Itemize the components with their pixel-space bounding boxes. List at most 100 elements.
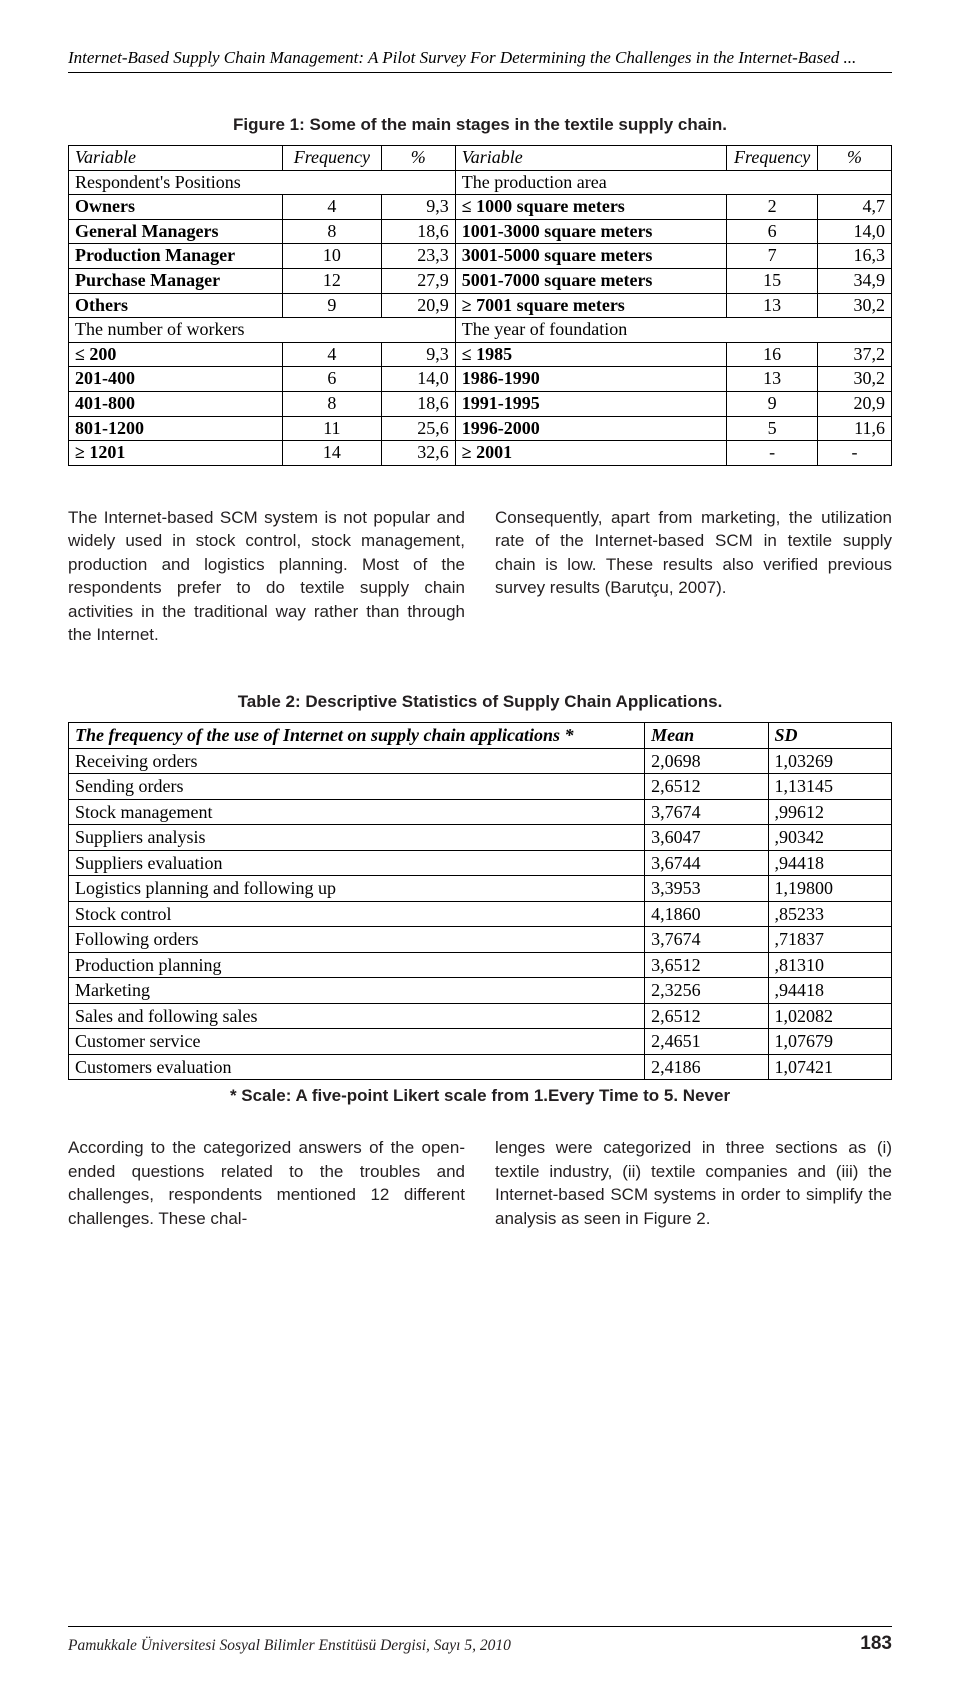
figure1-table: Variable Frequency % Variable Frequency … [68,145,892,466]
cell: 14 [282,441,381,466]
table-row: Sending orders2,65121,13145 [69,774,892,800]
cell: Marketing [69,978,645,1004]
cell: 3,6744 [645,850,768,876]
th-freq-l: Frequency [282,146,381,171]
cell: 32,6 [381,441,455,466]
running-title: Internet-Based Supply Chain Management: … [68,48,892,73]
table-row: Customer service2,46511,07679 [69,1029,892,1055]
cell: Purchase Manager [69,268,283,293]
cell: 2 [727,195,818,220]
table-row: Production planning3,6512,81310 [69,952,892,978]
cell: 2,4651 [645,1029,768,1055]
cell: 9,3 [381,195,455,220]
cell: 1991-1995 [455,391,727,416]
table-row: Customers evaluation2,41861,07421 [69,1054,892,1080]
cell: - [817,441,891,466]
figure1-caption: Figure 1: Some of the main stages in the… [68,115,892,135]
cell: Others [69,293,283,318]
cell: 801-1200 [69,416,283,441]
cell: 3,6047 [645,825,768,851]
cell: ≥ 2001 [455,441,727,466]
cell: ,85233 [768,901,891,927]
cell: ≥ 1201 [69,441,283,466]
footer-page: 183 [860,1633,892,1655]
cell: Customer service [69,1029,645,1055]
cell: 201-400 [69,367,283,392]
th-pct-r: % [817,146,891,171]
cell: 14,0 [817,219,891,244]
cell: Suppliers evaluation [69,850,645,876]
cell: 8 [282,219,381,244]
cell: General Managers [69,219,283,244]
table-row: Respondent's Positions The production ar… [69,170,892,195]
table-row: Production Manager 10 23,3 3001-5000 squ… [69,244,892,269]
cell: 1986-1990 [455,367,727,392]
cell: Production planning [69,952,645,978]
cell: 2,6512 [645,1003,768,1029]
cell: - [727,441,818,466]
cell: 1,03269 [768,748,891,774]
th-variable-r: Variable [455,146,727,171]
th-app: The frequency of the use of Internet on … [69,723,645,749]
page-footer: Pamukkale Üniversitesi Sosyal Bilimler E… [68,1626,892,1655]
cell: Stock management [69,799,645,825]
cell: 1,13145 [768,774,891,800]
cell: ≥ 7001 square meters [455,293,727,318]
th-pct-l: % [381,146,455,171]
table-row: The frequency of the use of Internet on … [69,723,892,749]
cell: 9,3 [381,342,455,367]
cell: 34,9 [817,268,891,293]
body1-right: Consequently, apart from marketing, the … [495,506,892,647]
table-row: Variable Frequency % Variable Frequency … [69,146,892,171]
cell: Following orders [69,927,645,953]
cell: Logistics planning and following up [69,876,645,902]
cell: Sending orders [69,774,645,800]
cell: 25,6 [381,416,455,441]
table-row: Owners 4 9,3 ≤ 1000 square meters 2 4,7 [69,195,892,220]
cell: 6 [727,219,818,244]
cell: 16 [727,342,818,367]
table-row: Purchase Manager 12 27,9 5001-7000 squar… [69,268,892,293]
cell: 2,0698 [645,748,768,774]
table-row: ≥ 1201 14 32,6 ≥ 2001 - - [69,441,892,466]
cell: 2,3256 [645,978,768,1004]
cell: 7 [727,244,818,269]
cell: 30,2 [817,367,891,392]
cell: ,71837 [768,927,891,953]
table-row: Suppliers evaluation3,6744,94418 [69,850,892,876]
sub-right: The year of foundation [455,318,891,343]
cell: ,90342 [768,825,891,851]
table-row: Following orders3,7674,71837 [69,927,892,953]
cell: 9 [282,293,381,318]
cell: 3,7674 [645,927,768,953]
cell: 4 [282,195,381,220]
cell: 10 [282,244,381,269]
cell: 1001-3000 square meters [455,219,727,244]
cell: 1,02082 [768,1003,891,1029]
table-row: ≤ 200 4 9,3 ≤ 1985 16 37,2 [69,342,892,367]
footer-journal: Pamukkale Üniversitesi Sosyal Bilimler E… [68,1637,511,1655]
table-row: Receiving orders2,06981,03269 [69,748,892,774]
cell: 4,1860 [645,901,768,927]
cell: Customers evaluation [69,1054,645,1080]
body2-left: According to the categorized answers of … [68,1136,465,1230]
cell: 13 [727,367,818,392]
cell: 20,9 [817,391,891,416]
cell: 37,2 [817,342,891,367]
sub-left: The number of workers [69,318,456,343]
cell: 8 [282,391,381,416]
body1-left: The Internet-based SCM system is not pop… [68,506,465,647]
cell: ,99612 [768,799,891,825]
table-row: Sales and following sales2,65121,02082 [69,1003,892,1029]
cell: 30,2 [817,293,891,318]
cell: ,81310 [768,952,891,978]
table-row: Suppliers analysis3,6047,90342 [69,825,892,851]
cell: 27,9 [381,268,455,293]
cell: 2,4186 [645,1054,768,1080]
cell: Production Manager [69,244,283,269]
cell: ≤ 200 [69,342,283,367]
table-row: 201-400 6 14,0 1986-1990 13 30,2 [69,367,892,392]
cell: 18,6 [381,391,455,416]
th-freq-r: Frequency [727,146,818,171]
cell: 5001-7000 square meters [455,268,727,293]
